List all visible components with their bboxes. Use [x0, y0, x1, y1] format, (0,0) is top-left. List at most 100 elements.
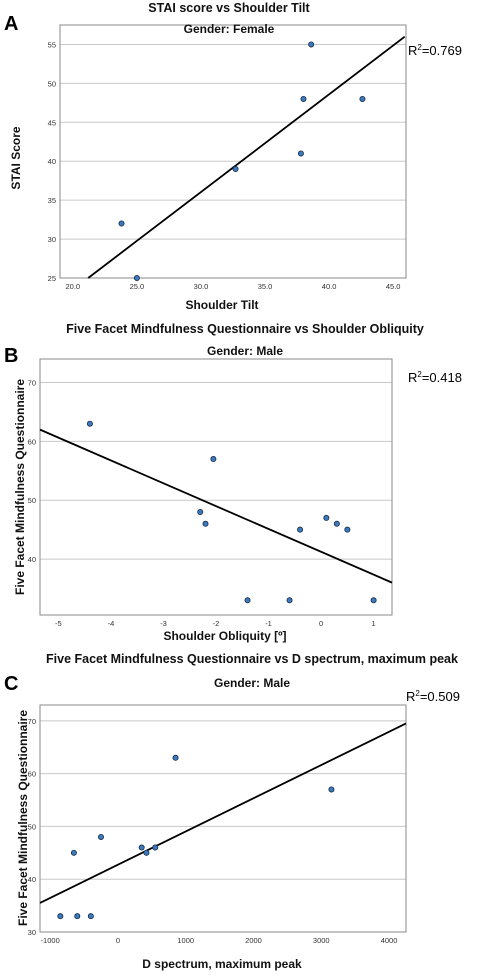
x-tick-label: 20.0 — [66, 282, 81, 291]
y-tick-label: 60 — [28, 437, 36, 446]
x-tick-label: 30.0 — [194, 282, 209, 291]
regression-line — [39, 428, 393, 584]
y-tick-label: 40 — [28, 555, 36, 564]
y-tick-label: 50 — [28, 496, 36, 505]
y-tick-label: 60 — [28, 770, 36, 779]
x-tick-label: 2000 — [245, 936, 262, 945]
data-point — [98, 833, 105, 840]
plot-frame — [39, 358, 393, 616]
plot-frame — [39, 704, 407, 933]
panel-a: 25 30 35 40 45 50 55 20.0 25.0 30.0 35.0 40.0 45.0 A S… — [0, 0, 498, 318]
data-point — [286, 597, 293, 604]
y-tick-label: 40 — [28, 875, 36, 884]
r-squared-base: R — [408, 370, 417, 385]
r-squared-value: =0.509 — [420, 689, 460, 704]
data-point — [202, 520, 209, 527]
data-point — [328, 786, 335, 793]
x-tick-label: 35.0 — [258, 282, 273, 291]
x-tick-label: 4000 — [381, 936, 398, 945]
r-squared-value: =0.418 — [422, 370, 462, 385]
panel-b: 40 50 60 70 -5 -4 -3 -2 -1 0 1 B Five Facet Mindfuln… — [0, 318, 498, 648]
y-tick-label: 25 — [48, 274, 56, 283]
data-point — [197, 509, 204, 516]
y-tick-label: 30 — [28, 928, 36, 937]
x-tick-label: 0 — [116, 936, 120, 945]
regression-line — [39, 722, 407, 904]
panel-letter: A — [4, 13, 18, 35]
data-point — [138, 844, 145, 851]
x-tick-label: -1000 — [41, 936, 60, 945]
y-tick-label: 70 — [28, 379, 36, 388]
chart-title: STAI score vs Shoulder Tilt — [148, 1, 310, 15]
data-point — [300, 95, 307, 102]
x-tick-label: 45.0 — [386, 282, 401, 291]
data-point — [297, 526, 304, 533]
y-tick-label: 35 — [48, 196, 56, 205]
x-axis-label: Shoulder Obliquity [º] — [163, 629, 286, 643]
chart-subtitle: Gender: Female — [184, 22, 275, 36]
x-tick-label: -2 — [213, 619, 220, 628]
data-point — [308, 41, 315, 48]
data-point — [74, 913, 81, 920]
x-tick-label: 3000 — [313, 936, 330, 945]
data-point — [232, 166, 239, 173]
data-point — [118, 220, 125, 227]
regression-line — [87, 35, 406, 279]
y-tick-label: 45 — [48, 118, 56, 127]
data-point — [70, 849, 77, 856]
r-squared-label: R2=0.418 — [408, 370, 462, 385]
data-point — [152, 844, 159, 851]
y-tick-label: 55 — [48, 40, 56, 49]
x-tick-label: -1 — [265, 619, 272, 628]
x-tick-label: -3 — [160, 619, 167, 628]
data-point — [244, 597, 251, 604]
data-point — [344, 526, 351, 533]
panel-c: 30 40 50 60 70 -1000 0 1000 2000 3000 4000 C Five Fa… — [0, 648, 498, 976]
chart-subtitle: Gender: Male — [214, 676, 290, 690]
y-tick-label: 30 — [48, 235, 56, 244]
x-tick-label: 1000 — [177, 936, 194, 945]
y-tick-label: 50 — [48, 79, 56, 88]
data-point — [57, 913, 64, 920]
data-point — [172, 754, 179, 761]
y-tick-label: 50 — [28, 822, 36, 831]
r-squared-value: =0.769 — [422, 43, 462, 58]
chart-subtitle: Gender: Male — [207, 344, 283, 358]
x-axis-label: D spectrum, maximum peak — [142, 957, 302, 971]
panel-letter: C — [4, 673, 18, 695]
data-point — [133, 274, 140, 281]
x-axis-label: Shoulder Tilt — [185, 298, 258, 312]
r-squared-label: R2=0.769 — [408, 43, 462, 58]
r-squared-base: R — [406, 689, 415, 704]
x-tick-label: 25.0 — [130, 282, 145, 291]
y-axis-label: STAI Score — [9, 126, 23, 189]
data-point — [143, 849, 150, 856]
y-axis-label: Five Facet Mindfulness Questionnaire — [13, 379, 27, 595]
y-axis-label: Five Facet Mindfulness Questionnaire — [16, 710, 30, 926]
data-point — [86, 420, 93, 427]
x-tick-label: 0 — [319, 619, 323, 628]
data-point — [87, 913, 94, 920]
x-tick-label: -4 — [108, 619, 115, 628]
panel-letter: B — [4, 345, 18, 367]
data-point — [359, 95, 366, 102]
r-squared-exponent: 2 — [415, 689, 420, 698]
r-squared-label: R2=0.509 — [406, 689, 460, 704]
y-tick-label: 70 — [28, 717, 36, 726]
data-point — [333, 520, 340, 527]
x-tick-label: 1 — [372, 619, 376, 628]
chart-title: Five Facet Mindfulness Questionnaire vs … — [66, 322, 424, 336]
chart-a: 25 30 35 40 45 50 55 20.0 25.0 30.0 35.0 40.0 45.0 A S… — [4, 1, 462, 312]
plot-frame — [59, 24, 407, 279]
chart-title: Five Facet Mindfulness Questionnaire vs … — [46, 652, 458, 666]
r-squared-exponent: 2 — [417, 43, 422, 52]
data-point — [210, 456, 217, 463]
data-point — [370, 597, 377, 604]
r-squared-exponent: 2 — [417, 370, 422, 379]
x-tick-label: -5 — [55, 619, 62, 628]
y-tick-label: 40 — [48, 157, 56, 166]
chart-b: 40 50 60 70 -5 -4 -3 -2 -1 0 1 B Five Facet Mindfuln… — [4, 322, 462, 643]
data-point — [297, 150, 304, 157]
chart-c: 30 40 50 60 70 -1000 0 1000 2000 3000 4000 C Five Fa… — [4, 652, 460, 971]
data-point — [323, 514, 330, 521]
